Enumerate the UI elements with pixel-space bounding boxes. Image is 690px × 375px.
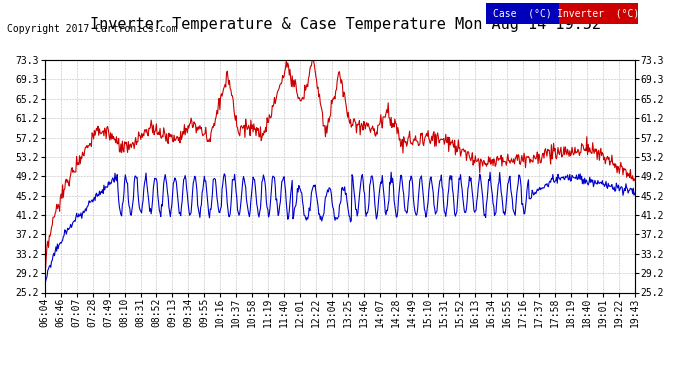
Text: Inverter Temperature & Case Temperature Mon Aug 14 19:52: Inverter Temperature & Case Temperature … [90,17,600,32]
Text: Copyright 2017 Cartronics.com: Copyright 2017 Cartronics.com [7,24,177,34]
Text: Case  (°C): Case (°C) [493,9,552,18]
Text: Inverter  (°C): Inverter (°C) [558,9,640,18]
